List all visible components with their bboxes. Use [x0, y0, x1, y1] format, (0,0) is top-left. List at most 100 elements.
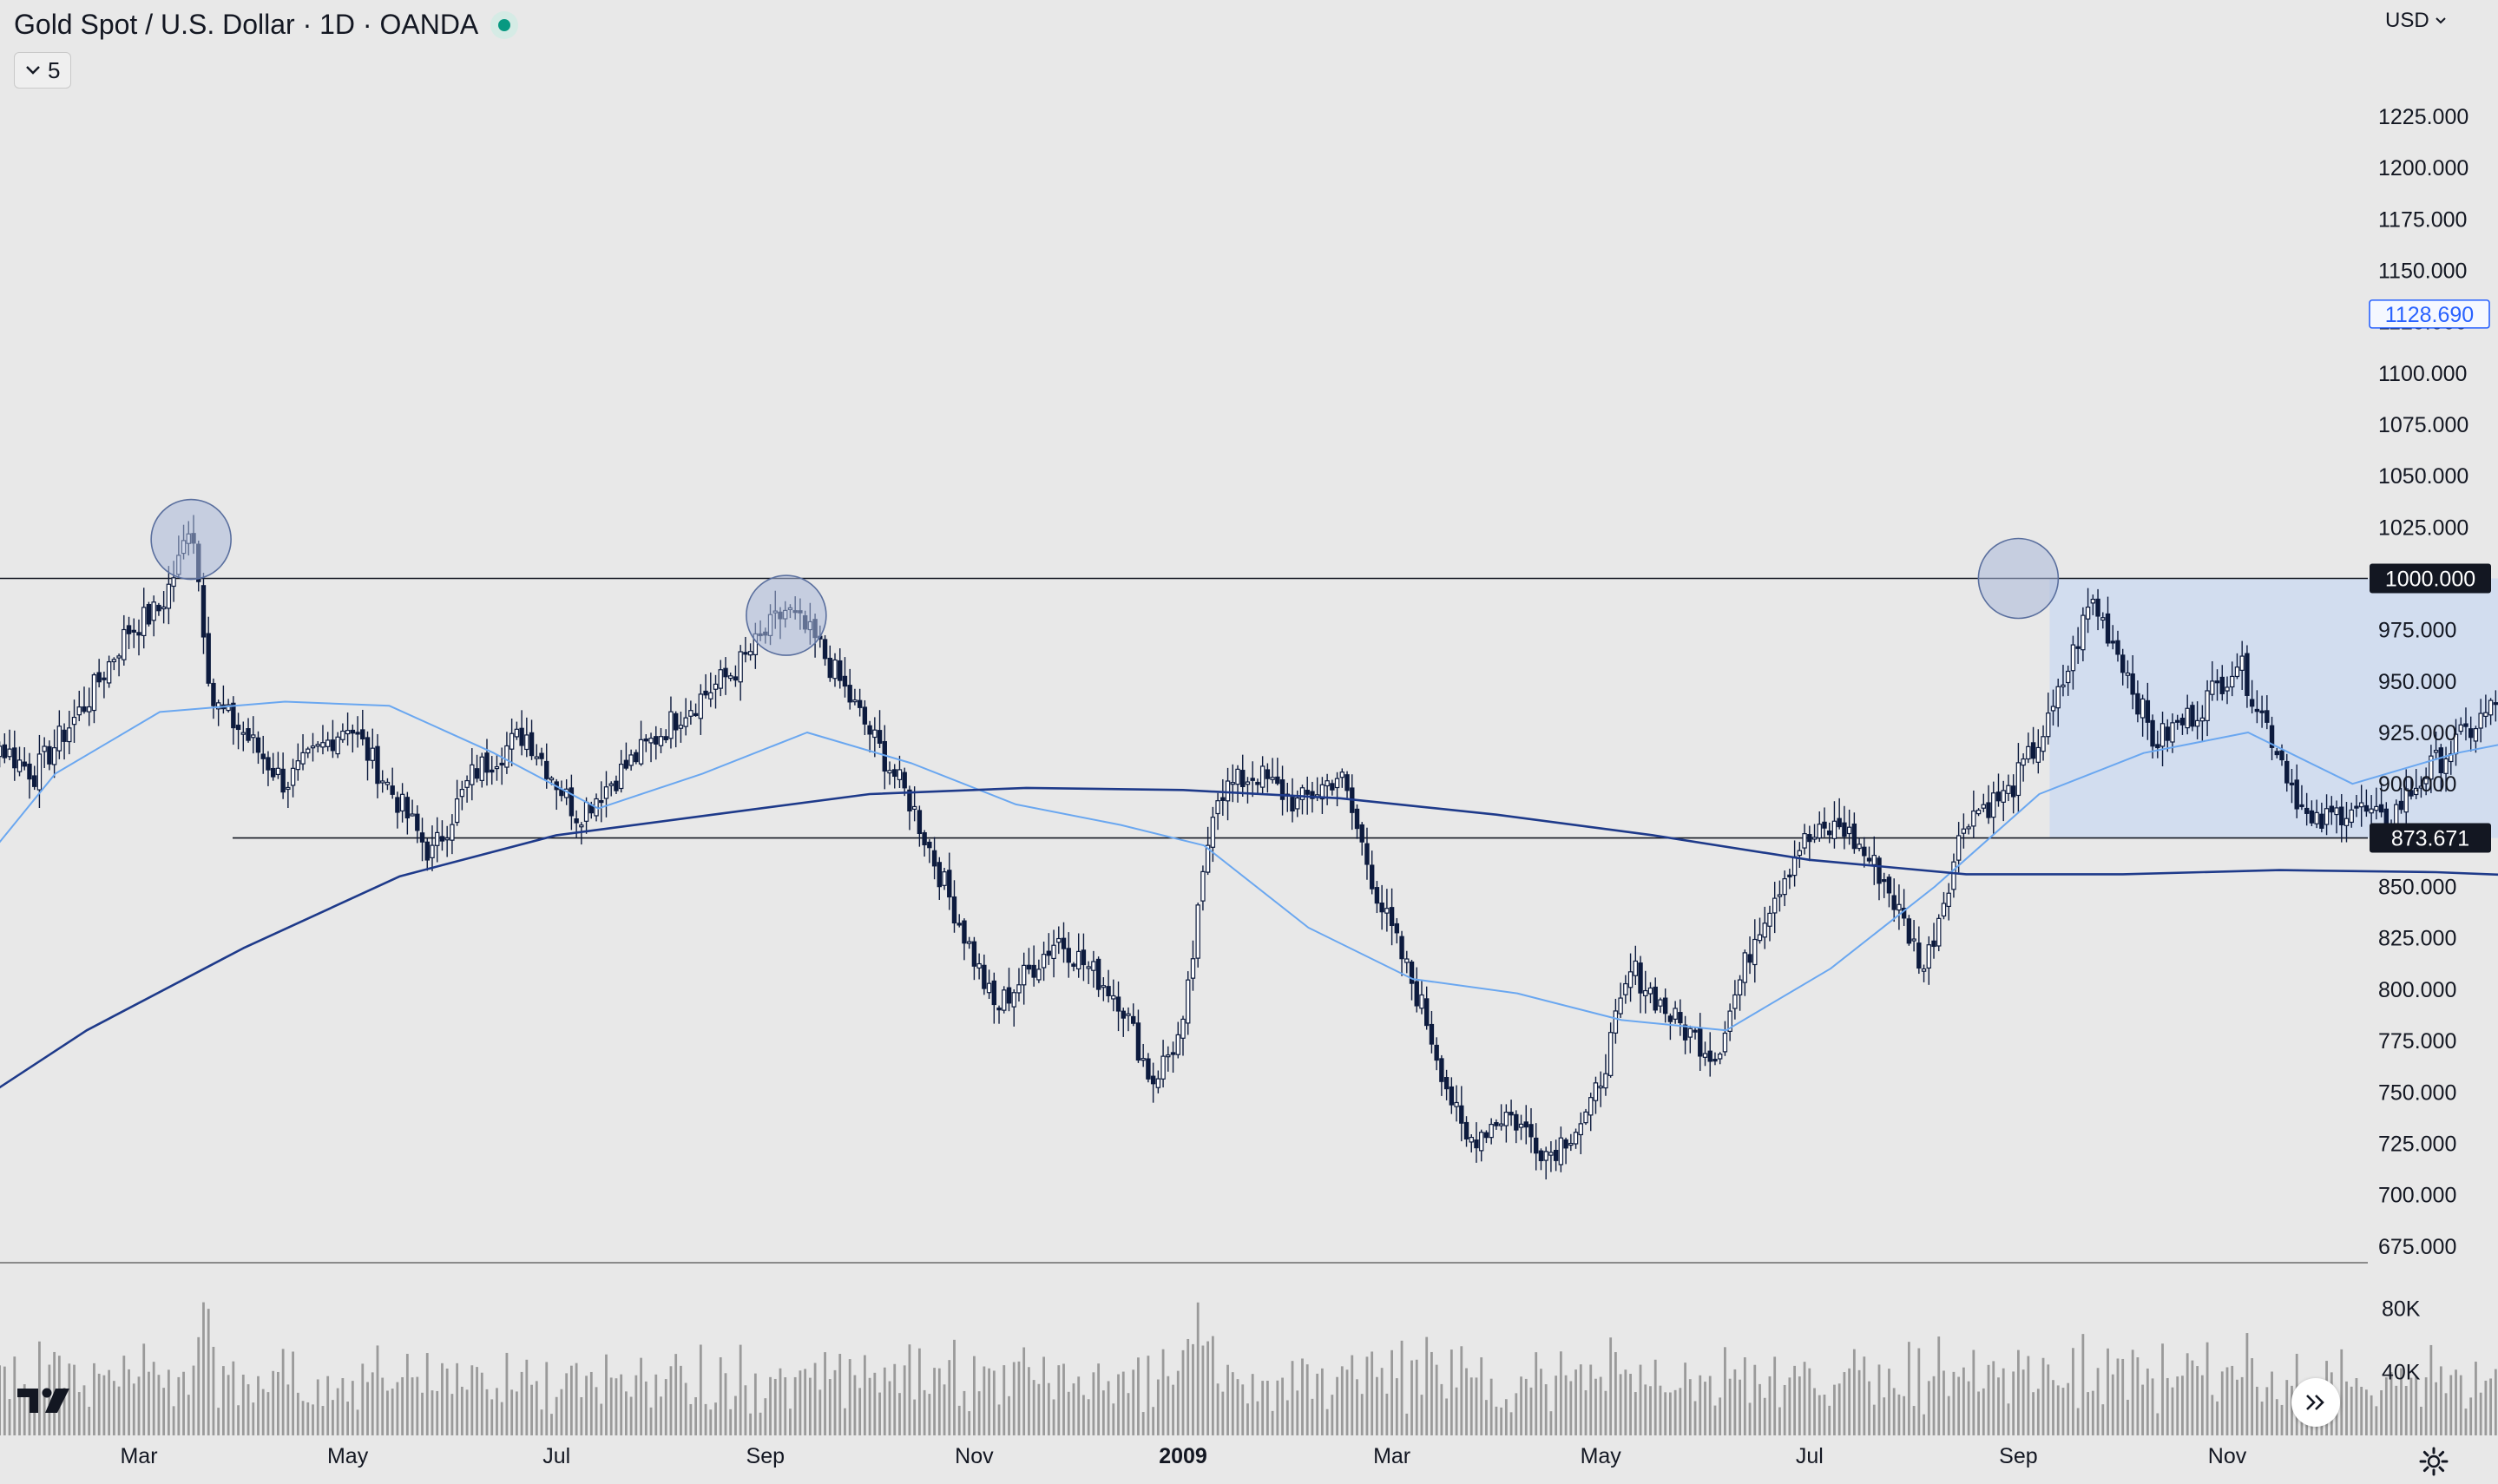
volume-bar	[540, 1409, 543, 1435]
candle-body	[494, 765, 500, 770]
volume-bar	[1067, 1391, 1070, 1435]
currency-label: USD	[2385, 9, 2429, 32]
highlight-circle	[150, 498, 232, 581]
volume-bar	[719, 1356, 722, 1435]
candle-body	[1494, 1122, 1499, 1126]
candle-body	[1693, 1029, 1698, 1033]
volume-bar	[450, 1394, 454, 1435]
volume-bar	[2176, 1376, 2179, 1435]
candle-body	[917, 810, 923, 835]
candle-body	[2413, 787, 2419, 796]
candle-body	[1862, 846, 1867, 857]
price-tick-label: 800.000	[2378, 978, 2456, 1002]
volume-bar	[2479, 1392, 2482, 1435]
volume-bar	[948, 1360, 951, 1435]
chart-settings-button[interactable]	[2416, 1444, 2451, 1479]
price-tick-label: 675.000	[2378, 1235, 2456, 1259]
time-tick-label: Sep	[746, 1444, 785, 1468]
candle-body	[320, 742, 325, 748]
candle-body	[1026, 964, 1032, 970]
volume-bar	[1028, 1367, 1030, 1435]
candle-body	[1419, 994, 1424, 1009]
volume-bar	[744, 1385, 747, 1435]
volume-bar	[1753, 1364, 1757, 1435]
volume-bar	[520, 1371, 523, 1435]
candle-body	[614, 780, 619, 791]
candle-body	[1031, 964, 1036, 978]
candle-body	[1737, 979, 1743, 995]
volume-bar	[221, 1366, 225, 1435]
volume-bar	[2200, 1375, 2204, 1435]
volume-bar	[157, 1375, 161, 1435]
volume-bar	[326, 1376, 330, 1435]
candle-body	[1882, 879, 1887, 883]
volume-bar	[1206, 1341, 1210, 1435]
candle-body	[1534, 1137, 1539, 1154]
symbol-title[interactable]: Gold Spot / U.S. Dollar · 1D · OANDA	[14, 9, 479, 40]
candle-body	[1682, 1024, 1688, 1041]
candle-body	[922, 831, 927, 846]
volume-bar	[1241, 1384, 1245, 1435]
volume-bar	[162, 1388, 166, 1435]
candle-body	[399, 793, 405, 812]
candle-body	[1498, 1123, 1504, 1126]
volume-bar	[207, 1309, 210, 1435]
volume-bar	[117, 1386, 121, 1435]
volume-bar	[1818, 1395, 1821, 1435]
candle-body	[87, 706, 92, 712]
currency-selector[interactable]: USD	[2385, 9, 2447, 33]
candle-body	[902, 772, 907, 789]
candle-body	[638, 739, 644, 765]
candle-body	[1279, 779, 1285, 800]
indicators-collapse-button[interactable]: 5	[14, 52, 72, 89]
candle-body	[623, 759, 629, 769]
volume-bar	[43, 1395, 46, 1435]
candle-body	[1678, 1012, 1683, 1024]
volume-bar	[699, 1344, 702, 1435]
candle-body	[2010, 785, 2016, 798]
volume-bar	[1793, 1365, 1797, 1435]
candle-body	[286, 786, 291, 791]
candle-body	[404, 797, 411, 819]
candle-body	[942, 871, 947, 886]
candle-body	[976, 962, 982, 969]
volume-bar	[2245, 1333, 2249, 1435]
candle-body	[335, 736, 340, 755]
candle-body	[832, 659, 838, 680]
scroll-to-realtime-button[interactable]	[2291, 1378, 2340, 1427]
volume-bar	[341, 1377, 345, 1435]
volume-bar	[2355, 1377, 2358, 1435]
volume-bar	[893, 1363, 897, 1435]
candle-body	[42, 745, 47, 752]
candle-body	[2030, 742, 2036, 759]
time-tick-label: Mar	[1373, 1444, 1410, 1468]
candle-body	[986, 982, 992, 994]
candle-body	[747, 651, 753, 656]
candle-body	[141, 607, 147, 637]
price-tick-label: 825.000	[2378, 927, 2456, 951]
candle-body	[668, 711, 674, 739]
candle-body	[1842, 822, 1847, 837]
volume-bar	[1345, 1369, 1349, 1435]
volume-bar	[445, 1368, 449, 1435]
candle-body	[2230, 675, 2235, 688]
candle-body	[1071, 963, 1076, 967]
candle-body	[1971, 810, 1976, 827]
volume-bar	[68, 1363, 71, 1435]
candle-body	[350, 729, 356, 734]
candle-body	[1523, 1121, 1528, 1128]
candle-body	[1777, 894, 1783, 897]
volume-bar	[405, 1354, 409, 1435]
volume-bar	[2429, 1344, 2433, 1435]
price-tick-label: 750.000	[2378, 1080, 2456, 1105]
candle-body	[504, 745, 509, 768]
volume-bar	[2151, 1378, 2154, 1435]
volume-bar	[212, 1346, 215, 1435]
price-tick-label: 900.000	[2378, 772, 2456, 797]
candle-body	[2294, 779, 2299, 810]
candle-body	[956, 923, 962, 926]
candle-body	[122, 628, 127, 660]
candle-body	[2165, 726, 2170, 741]
candle-body	[1722, 1032, 1728, 1053]
